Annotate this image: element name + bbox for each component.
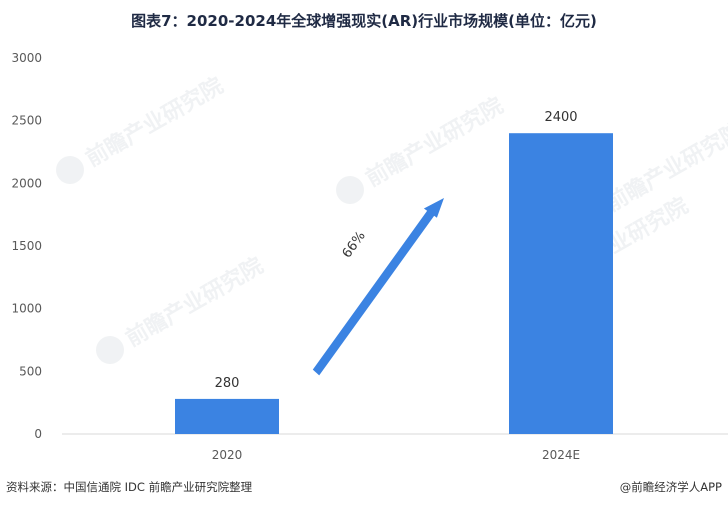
y-tick-label: 2500 xyxy=(11,114,42,128)
source-note: 资料来源：中国信通院 IDC 前瞻产业研究院整理 xyxy=(6,480,253,494)
growth-arrow xyxy=(312,198,444,376)
bar-2020 xyxy=(175,398,279,434)
data-label: 2400 xyxy=(544,110,577,125)
y-tick-label: 500 xyxy=(19,364,42,378)
watermark: 前瞻产业研究院 xyxy=(96,253,268,364)
watermark: 前瞻产业研究院 xyxy=(336,93,508,204)
y-tick-label: 3000 xyxy=(11,51,42,65)
growth-rate-label: 66% xyxy=(340,229,369,261)
y-tick-label: 1500 xyxy=(11,239,42,253)
watermark-logo-icon xyxy=(336,176,364,204)
brand-credit: @前瞻经济学人APP xyxy=(619,480,722,494)
watermark-text: 前瞻产业研究院 xyxy=(361,93,507,193)
y-axis-tick-labels: 0 500 1000 1500 2000 2500 3000 xyxy=(11,51,42,441)
watermark-logo-icon xyxy=(96,336,124,364)
chart-title: 图表7：2020-2024年全球增强现实(AR)行业市场规模(单位：亿元) xyxy=(131,12,597,30)
data-label: 280 xyxy=(215,376,240,391)
bars xyxy=(175,133,613,434)
bar-2024E xyxy=(509,133,613,434)
y-tick-label: 2000 xyxy=(11,176,42,190)
y-tick-label: 1000 xyxy=(11,302,42,316)
data-labels: 280 2400 xyxy=(215,110,578,391)
x-tick-label: 2020 xyxy=(212,448,243,462)
watermark-logo-icon xyxy=(56,156,84,184)
y-tick-label: 0 xyxy=(34,427,42,441)
watermark: 前瞻产业研究院 xyxy=(56,73,228,184)
x-tick-label: 2024E xyxy=(542,448,580,462)
watermark-text: 前瞻产业研究院 xyxy=(121,253,267,353)
watermark-text: 前瞻产业研究院 xyxy=(81,73,227,173)
x-axis-tick-labels: 2020 2024E xyxy=(212,448,580,462)
